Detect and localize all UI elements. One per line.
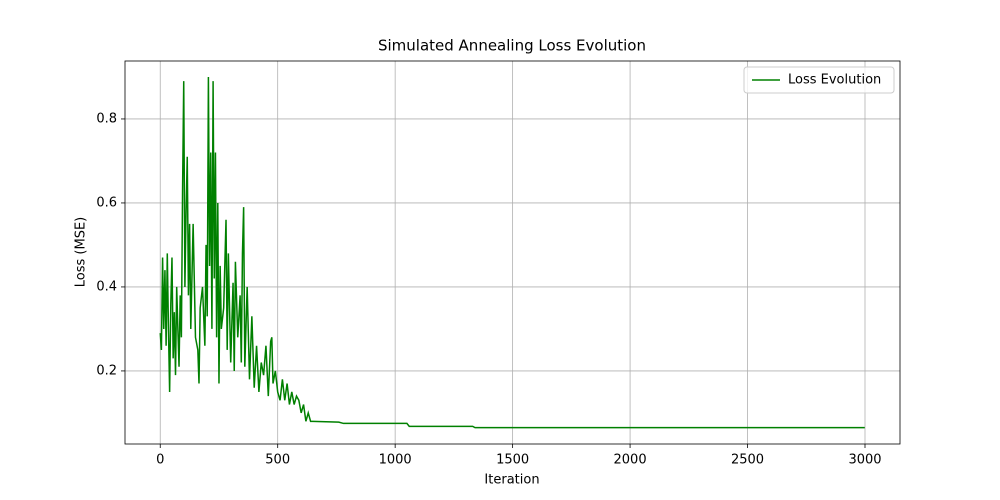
y-tick-label: 0.8	[96, 111, 117, 126]
x-tick-label: 2000	[614, 453, 647, 468]
y-tick-label: 0.4	[96, 279, 117, 294]
x-tick-label: 3000	[848, 453, 881, 468]
x-tick-label: 1500	[496, 453, 529, 468]
x-tick-label: 1000	[379, 453, 412, 468]
x-tick-label: 500	[265, 453, 290, 468]
y-tick-label: 0.6	[96, 195, 117, 210]
legend-label: Loss Evolution	[788, 73, 881, 88]
chart-title: Simulated Annealing Loss Evolution	[378, 37, 646, 55]
plot-frame	[124, 60, 901, 445]
y-tick-label: 0.2	[96, 363, 117, 378]
legend-box	[743, 66, 895, 94]
x-axis-label: Iteration	[484, 473, 539, 488]
x-tick-label: 2500	[731, 453, 764, 468]
legend: Loss Evolution	[743, 66, 895, 94]
data-line	[159, 76, 865, 429]
x-tick-label: 0	[156, 453, 164, 468]
y-axis-label: Loss (MSE)	[74, 217, 89, 287]
